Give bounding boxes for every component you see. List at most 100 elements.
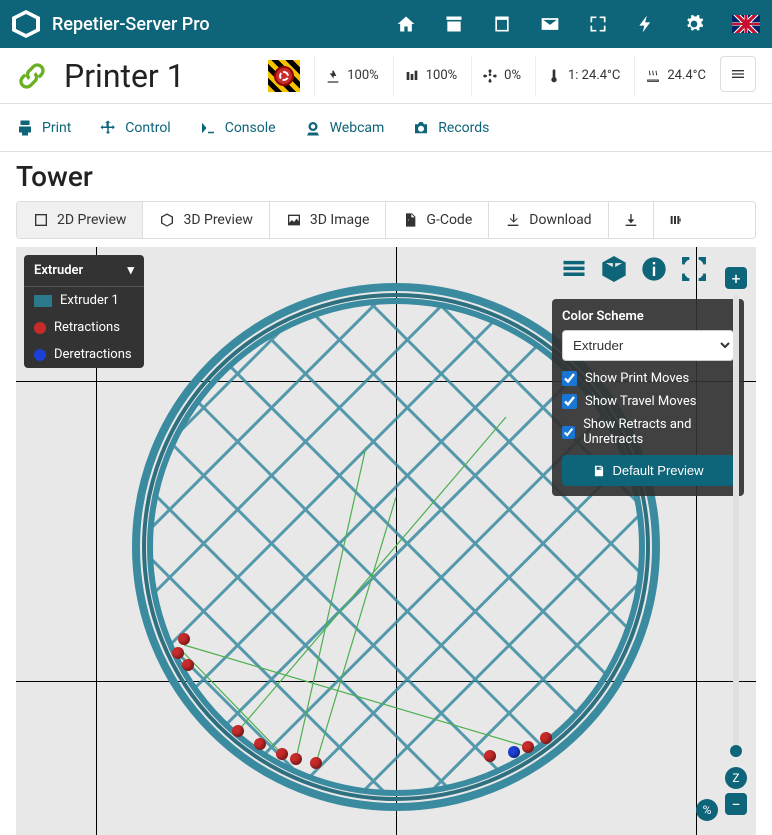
fan-icon [482, 68, 498, 84]
mail-icon[interactable] [540, 14, 560, 34]
gear-icon[interactable] [684, 14, 704, 34]
viewtab-3dimage-label: 3D Image [310, 212, 370, 228]
printer-menu-button[interactable] [720, 56, 756, 92]
tab-control[interactable]: Control [99, 119, 170, 137]
flow-value: 100% [426, 68, 457, 83]
viewtab-3d-preview[interactable]: 3D Preview [143, 202, 269, 238]
tab-control-label: Control [125, 120, 170, 136]
percent-badge[interactable]: % [696, 799, 718, 821]
topbar-nav [396, 14, 760, 34]
default-preview-button[interactable]: Default Preview [562, 455, 734, 486]
retraction-dot [522, 741, 534, 753]
tab-webcam-label: Webcam [330, 120, 385, 136]
queue-icon [668, 212, 684, 228]
fullscreen-icon[interactable] [680, 255, 708, 283]
image-icon [286, 212, 302, 228]
tab-webcam[interactable]: Webcam [304, 119, 385, 137]
check-retracts[interactable]: Show Retracts and Unretracts [562, 417, 734, 447]
viewtab-3d-image[interactable]: 3D Image [270, 202, 387, 238]
viewtab-2d-label: 2D Preview [57, 212, 126, 228]
legend-label: Extruder 1 [60, 293, 119, 308]
legend-dot [34, 322, 46, 334]
retraction-dot [182, 659, 194, 671]
fan-value: 0% [504, 68, 521, 83]
check-label: Show Print Moves [585, 371, 689, 386]
legend-label: Retractions [54, 320, 120, 335]
square-icon [33, 212, 49, 228]
printer-name: Printer 1 [64, 57, 185, 95]
archive-icon[interactable] [444, 14, 464, 34]
color-scheme-select[interactable]: Extruder [562, 330, 734, 361]
retraction-dot [172, 647, 184, 659]
fan-status[interactable]: 0% [471, 56, 531, 96]
viewtab-print-action[interactable] [609, 202, 654, 238]
slider-track[interactable] [733, 295, 739, 757]
checkbox[interactable] [562, 425, 575, 440]
info-icon[interactable] [640, 255, 668, 283]
console-icon [199, 119, 217, 137]
slider-minus-button[interactable]: − [725, 793, 747, 815]
checkbox[interactable] [562, 394, 577, 409]
viewtab-queue-action[interactable] [654, 202, 698, 238]
app-title: Repetier-Server Pro [52, 14, 210, 35]
viewtab-gcode-label: G-Code [426, 212, 472, 228]
retraction-dot [232, 725, 244, 737]
retraction-dot [178, 633, 190, 645]
main-tabs: Print Control Console Webcam Records [0, 104, 772, 152]
expand-icon[interactable] [588, 14, 608, 34]
tab-console-label: Console [225, 120, 276, 136]
viewtab-3d-label: 3D Preview [183, 212, 252, 228]
bed-heat-icon [645, 68, 661, 84]
emergency-stop[interactable] [258, 56, 310, 96]
extruder-temp-value: 1: 24.4°C [568, 68, 620, 83]
tab-console[interactable]: Console [199, 119, 276, 137]
camera-icon [412, 119, 430, 137]
check-travel-moves[interactable]: Show Travel Moves [562, 394, 734, 409]
checkbox[interactable] [562, 371, 577, 386]
status-group: 100% 100% 0% 1: 24.4°C 24.4°C [258, 56, 756, 96]
legend-header[interactable]: Extruder ▾ [24, 255, 144, 287]
legend-title: Extruder [34, 263, 83, 278]
flow-status[interactable]: 100% [393, 56, 467, 96]
page-title: Tower [16, 160, 756, 193]
chevron-down-icon: ▾ [127, 263, 134, 278]
webcam-icon [304, 119, 322, 137]
viewtab-download[interactable]: Download [489, 202, 608, 238]
bed-temp-status[interactable]: 24.4°C [634, 56, 716, 96]
tab-records[interactable]: Records [412, 119, 489, 137]
download-icon [505, 212, 521, 228]
book-icon[interactable] [492, 14, 512, 34]
viewtab-gcode[interactable]: G-Code [386, 202, 489, 238]
preview-canvas[interactable]: Extruder ▾ Extruder 1 Retractions Deretr… [16, 247, 756, 835]
topbar: Repetier-Server Pro [0, 0, 772, 48]
connection-icon [16, 60, 48, 92]
bed-temp-value: 24.4°C [667, 68, 706, 83]
viewtab-2d-preview[interactable]: 2D Preview [17, 202, 143, 238]
default-preview-label: Default Preview [612, 463, 703, 478]
bolt-icon[interactable] [636, 14, 656, 34]
view-tabs: 2D Preview 3D Preview 3D Image G-Code Do… [16, 201, 756, 239]
home-icon[interactable] [396, 14, 416, 34]
layer-slider: + Z − % [720, 267, 752, 815]
legend-item-extruder1: Extruder 1 [24, 287, 144, 314]
menu-lines-icon[interactable] [560, 255, 588, 283]
tab-print[interactable]: Print [16, 119, 71, 137]
thermometer-icon [546, 68, 562, 84]
language-flag-icon[interactable] [732, 15, 760, 33]
check-print-moves[interactable]: Show Print Moves [562, 371, 734, 386]
cube-view-icon[interactable] [600, 255, 628, 283]
legend-swatch [34, 295, 52, 307]
retraction-dot [276, 748, 288, 760]
app-logo [12, 10, 40, 38]
slider-plus-button[interactable]: + [725, 267, 747, 289]
move-icon [99, 119, 117, 137]
speed-status[interactable]: 100% [314, 56, 388, 96]
legend-label: Deretractions [54, 347, 132, 362]
check-label: Show Travel Moves [585, 394, 696, 409]
viewtab-download-label: Download [529, 212, 591, 228]
extruder-temp-status[interactable]: 1: 24.4°C [535, 56, 630, 96]
legend-item-retractions: Retractions [24, 314, 144, 341]
legend-panel: Extruder ▾ Extruder 1 Retractions Deretr… [24, 255, 144, 368]
z-badge[interactable]: Z [725, 767, 747, 789]
print-icon [16, 119, 34, 137]
